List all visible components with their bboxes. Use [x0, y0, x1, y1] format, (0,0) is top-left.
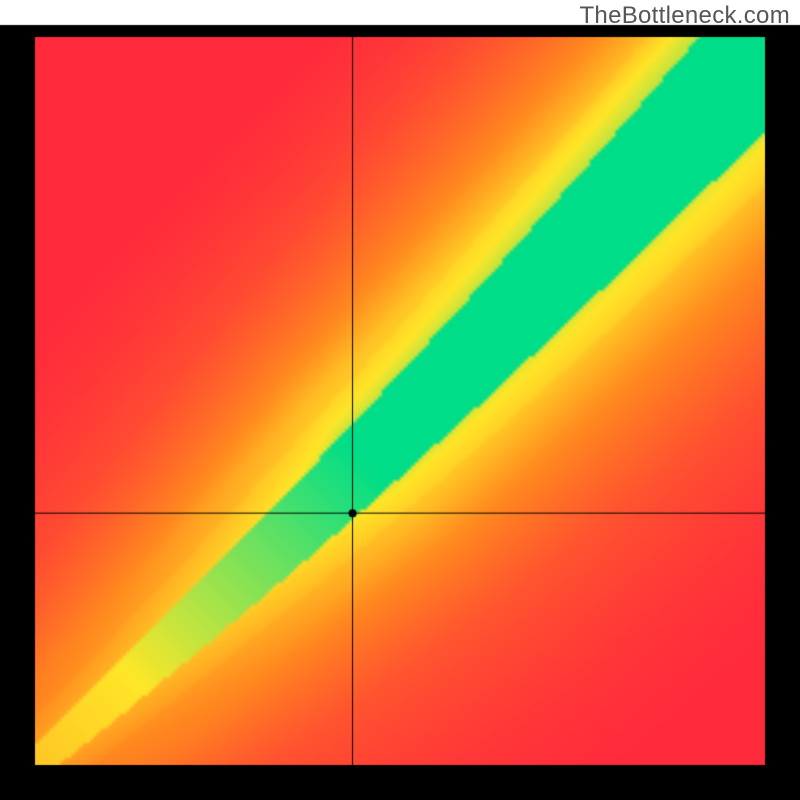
chart-container: TheBottleneck.com — [0, 0, 800, 800]
watermark-text: TheBottleneck.com — [579, 2, 790, 30]
heatmap-canvas — [0, 0, 800, 800]
